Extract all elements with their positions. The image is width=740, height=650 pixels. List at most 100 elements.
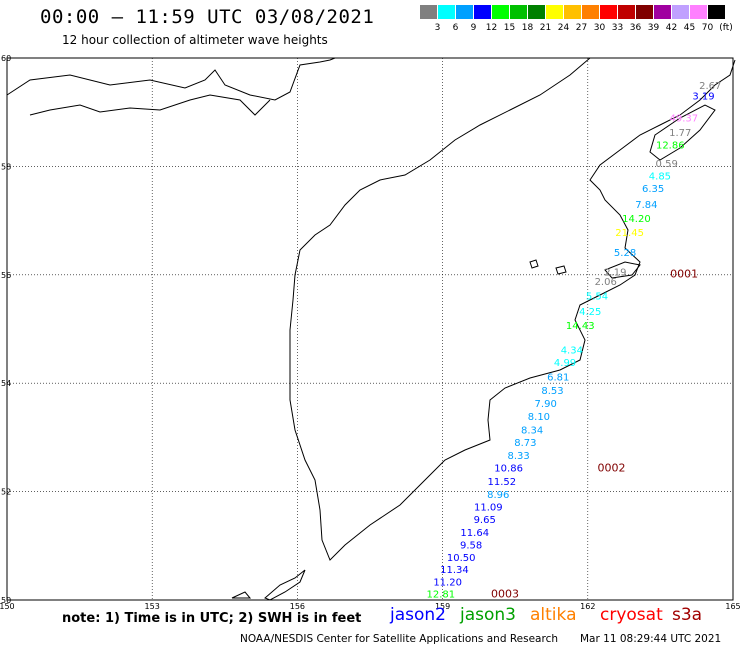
wave-height-label: 4.25 [579, 307, 601, 318]
legend-label: 24 [557, 23, 570, 33]
legend-swatch [492, 5, 509, 19]
wave-height-label: 5.28 [614, 248, 636, 259]
legend-swatch [510, 5, 527, 19]
lat-label: 60 [1, 54, 11, 63]
wave-height-label: 6.35 [642, 184, 664, 195]
legend-unit: (ft) [719, 23, 733, 33]
wave-height-label: 8.10 [528, 412, 550, 423]
legend-label: 18 [521, 23, 534, 33]
lon-label: 150 [0, 602, 15, 611]
legend-label: 30 [593, 23, 606, 33]
lat-label: 52 [1, 488, 11, 497]
wave-height-label: 8.34 [521, 426, 543, 437]
wave-height-label: 9.58 [460, 541, 482, 552]
wave-height-label: 11.34 [440, 565, 469, 576]
legend-label: 9 [470, 23, 477, 33]
legend-swatch [546, 5, 563, 19]
wave-height-label: 21.45 [615, 228, 644, 239]
wave-height-label: 11.20 [433, 577, 462, 588]
lat-label: 56 [1, 271, 11, 280]
legend-swatch [690, 5, 707, 19]
wave-height-label: 14.20 [622, 214, 651, 225]
satellite-name: jason2 [390, 605, 446, 625]
legend-swatch [438, 5, 455, 19]
legend-label: 39 [647, 23, 660, 33]
lon-label: 153 [145, 602, 160, 611]
coastline [6, 57, 736, 601]
wave-height-label: 11.64 [460, 528, 489, 539]
track-id-label: 0001 [670, 268, 698, 281]
satellite-name: altika [530, 605, 577, 625]
wave-height-label: 4.85 [649, 171, 671, 182]
legend-swatch [474, 5, 491, 19]
legend-swatch [582, 5, 599, 19]
wave-height-label: 7.90 [535, 399, 557, 410]
page-subtitle: 12 hour collection of altimeter wave hei… [62, 33, 328, 47]
generated-timestamp: Mar 11 08:29:44 UTC 2021 [580, 633, 722, 645]
lat-label: 54 [1, 379, 11, 388]
legend-label: 6 [452, 23, 459, 33]
wave-height-label: 10.86 [494, 464, 523, 475]
legend-label: 36 [629, 23, 642, 33]
wave-height-label: 2.67 [699, 81, 721, 92]
lat-label: 58 [1, 162, 11, 171]
legend-swatch [420, 5, 437, 19]
wave-height-label: 0.59 [656, 159, 678, 170]
wave-height-label: 4.99 [554, 358, 576, 369]
satellite-name: jason3 [460, 605, 516, 625]
lon-label: 162 [580, 602, 595, 611]
wave-height-label: 12.86 [656, 141, 685, 152]
legend-label: 27 [575, 23, 588, 33]
legend-label: 21 [539, 23, 552, 33]
wave-height-label: 49.37 [670, 113, 699, 124]
wave-height-label: 9.65 [474, 515, 496, 526]
track-id-label: 0002 [597, 462, 625, 475]
footer-note: note: 1) Time is in UTC; 2) SWH is in fe… [62, 611, 362, 626]
wave-height-label: 8.33 [507, 451, 529, 462]
satellite-name: cryosat [600, 605, 663, 625]
legend-swatch [564, 5, 581, 19]
legend-swatch [456, 5, 473, 19]
legend-swatch [654, 5, 671, 19]
wave-height-track: 2.673.19 49.37 1.77 12.86 0.594.85 6.35 7.84 14… [427, 81, 722, 600]
legend-swatch [600, 5, 617, 19]
track-id-label: 0003 [491, 587, 519, 600]
wave-height-label: 6.81 [547, 372, 569, 383]
legend-swatch [528, 5, 545, 19]
page-title: 00:00 – 11:59 UTC 03/08/2021 [40, 6, 375, 28]
legend-swatch [618, 5, 635, 19]
legend-swatch [672, 5, 689, 19]
legend-label: 70 [701, 23, 714, 33]
wave-height-label: 1.77 [669, 128, 691, 139]
wave-height-label: 3.19 [692, 92, 714, 103]
wave-height-label: 8.96 [487, 490, 509, 501]
lon-label: 159 [435, 602, 450, 611]
legend-label: 45 [683, 23, 696, 33]
lon-label: 165 [725, 602, 740, 611]
wave-height-label: 8.53 [541, 386, 563, 397]
wave-height-label: 11.09 [474, 503, 503, 514]
wave-height-label: 10.50 [447, 553, 476, 564]
satellite-name: s3a [672, 605, 703, 625]
lat-lon-grid [6, 57, 734, 601]
legend-swatch [708, 5, 725, 19]
wave-height-label: 2.19 [604, 267, 626, 278]
lon-label: 156 [290, 602, 305, 611]
legend-label: 3 [434, 23, 441, 33]
lat-label: 50 [1, 596, 11, 605]
legend-label: 33 [611, 23, 624, 33]
legend-label: 15 [503, 23, 516, 33]
map-frame [6, 57, 734, 601]
wave-height-label: 11.52 [488, 477, 517, 488]
wave-height-label: 5.54 [586, 292, 608, 303]
wave-height-label: 4.34 [561, 345, 583, 356]
legend-label: 42 [665, 23, 678, 33]
wave-height-label: 2.06 [595, 277, 617, 288]
credit-line: NOAA/NESDIS Center for Satellite Applica… [240, 633, 558, 645]
wave-height-label: 12.81 [427, 589, 456, 600]
track-id-labels: 0001 0002 0003 [491, 268, 698, 601]
wave-height-label: 8.73 [514, 438, 536, 449]
legend-swatch [636, 5, 653, 19]
wave-height-label: 7.84 [635, 200, 657, 211]
